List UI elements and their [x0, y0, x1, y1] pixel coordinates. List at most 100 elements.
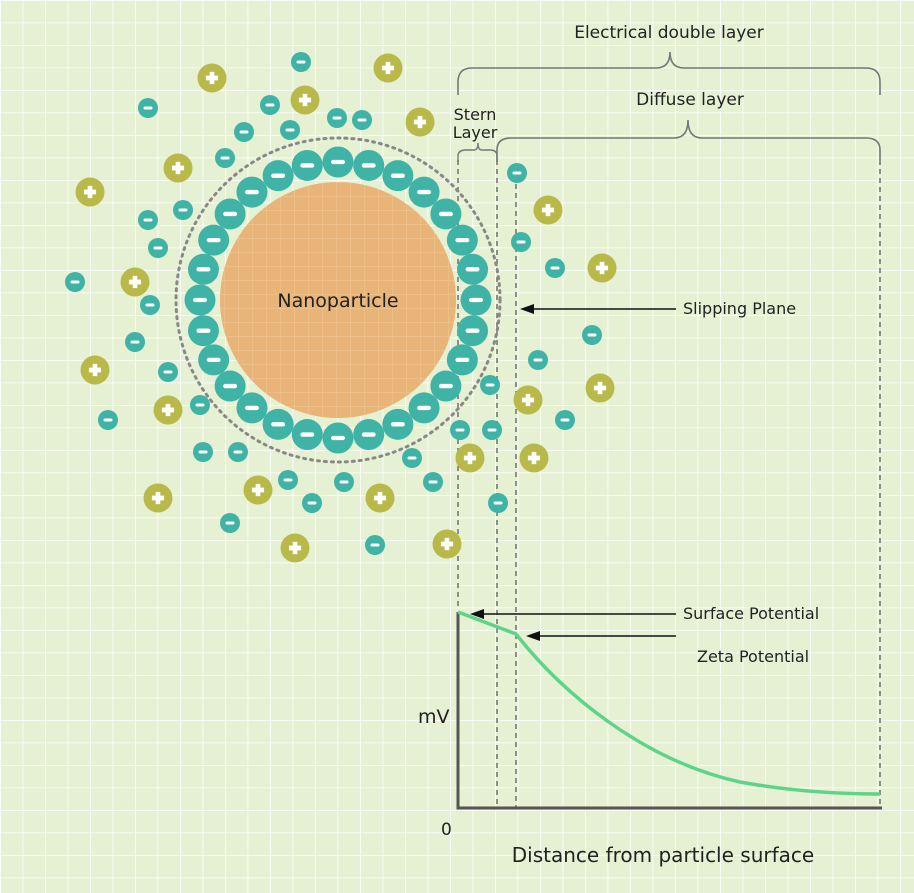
plus-icon	[463, 451, 477, 465]
minus-icon	[550, 266, 560, 270]
minus-icon	[331, 159, 345, 165]
minus-icon	[178, 208, 188, 212]
negative-ion: −	[450, 420, 470, 440]
plus-icon	[128, 275, 142, 289]
positive-ion: +	[373, 53, 403, 83]
adsorbed-negative-ion: −	[446, 344, 478, 376]
minus-icon	[487, 428, 497, 432]
plus-icon	[593, 381, 607, 395]
minus-icon	[455, 357, 470, 363]
potential-curve	[457, 610, 881, 796]
minus-icon	[233, 450, 243, 454]
negative-ion: −	[280, 120, 300, 140]
negative-ion: −	[302, 493, 322, 513]
minus-icon	[560, 418, 570, 422]
minus-icon	[296, 60, 306, 64]
minus-icon	[587, 333, 597, 337]
positive-ion: +	[455, 443, 485, 473]
plus-icon	[373, 491, 387, 505]
minus-icon	[493, 501, 503, 505]
minus-icon	[512, 171, 522, 175]
negative-ion: −	[215, 148, 235, 168]
x-axis-label: Distance from particle surface	[512, 843, 814, 867]
adsorbed-negative-ion: −	[187, 315, 219, 347]
positive-ion: +	[432, 529, 462, 559]
negative-ion: −	[291, 52, 311, 72]
plus-icon	[205, 71, 219, 85]
negative-ion: −	[173, 200, 193, 220]
adsorbed-negative-ion: −	[408, 176, 440, 208]
negative-ion: −	[555, 410, 575, 430]
adsorbed-negative-ion: −	[184, 284, 216, 316]
minus-icon	[223, 383, 238, 389]
ions: −−−−−−−−−−−−−−−−−−−−−−−−−−−−++++++++++++…	[65, 52, 617, 563]
positive-ion: +	[585, 373, 615, 403]
negative-ion: −	[334, 472, 354, 492]
negative-ion: −	[140, 295, 160, 315]
minus-icon	[130, 340, 140, 344]
graph-axes	[456, 612, 882, 810]
diffuse-layer-brace	[496, 119, 881, 160]
positive-ion: +	[120, 267, 150, 297]
minus-icon	[271, 173, 286, 178]
origin-label: 0	[441, 820, 452, 840]
minus-icon	[455, 237, 470, 243]
negative-ion: −	[190, 395, 210, 415]
positive-ion: +	[587, 253, 617, 283]
positive-ion: +	[513, 385, 543, 415]
slipping-plane-arrowhead	[520, 304, 534, 314]
minus-icon	[370, 543, 380, 547]
y-axis-label: mV	[418, 706, 450, 728]
negative-ion: −	[545, 258, 565, 278]
plus-icon	[298, 93, 312, 107]
minus-icon	[196, 328, 211, 333]
minus-icon	[143, 106, 153, 110]
negative-ion: −	[423, 472, 443, 492]
minus-icon	[225, 521, 235, 525]
plus-icon	[595, 261, 609, 275]
negative-ion: −	[528, 350, 548, 370]
negative-ion: −	[327, 108, 347, 128]
negative-ion: −	[511, 232, 531, 252]
negative-ion: −	[125, 332, 145, 352]
adsorbed-negative-ion: −	[430, 198, 462, 230]
surface-potential-label: Surface Potential	[683, 604, 819, 623]
negative-ion: −	[138, 98, 158, 118]
minus-icon	[265, 103, 275, 107]
minus-icon	[469, 297, 483, 303]
minus-icon	[300, 163, 315, 168]
minus-icon	[307, 501, 317, 505]
adsorbed-negative-ion: −	[353, 419, 385, 451]
minus-icon	[465, 267, 480, 272]
plus-icon	[251, 483, 265, 497]
diffuse-layer-label: Diffuse layer	[636, 90, 744, 110]
positive-ion: +	[533, 195, 563, 225]
positive-ion: +	[365, 483, 395, 513]
slipping-plane-label: Slipping Plane	[683, 299, 796, 318]
negative-ion: −	[482, 420, 502, 440]
adsorbed-negative-ion: −	[198, 224, 230, 256]
negative-ion: −	[193, 442, 213, 462]
adsorbed-negative-ion: −	[457, 253, 489, 285]
positive-ion: +	[243, 475, 273, 505]
adsorbed-negative-ion: −	[322, 146, 354, 178]
zeta-potential-arrowhead	[526, 631, 540, 641]
negative-ion: −	[402, 448, 422, 468]
zeta-potential-label: Zeta Potential	[697, 647, 809, 666]
minus-icon	[283, 478, 293, 482]
plus-icon	[161, 403, 175, 417]
adsorbed-negative-ion: −	[262, 160, 294, 192]
stern-layer-label-line2: Layer	[453, 123, 498, 142]
plus-icon	[88, 363, 102, 377]
negative-ion: −	[65, 272, 85, 292]
minus-icon	[361, 163, 376, 168]
positive-ion: +	[290, 85, 320, 115]
double-layer-brace	[457, 51, 881, 95]
minus-icon	[195, 403, 205, 407]
adsorbed-negative-ion: −	[322, 422, 354, 454]
negative-ion: −	[148, 238, 168, 258]
positive-ion: +	[80, 355, 110, 385]
arrows	[470, 304, 676, 641]
surface-potential-arrowhead	[470, 609, 484, 619]
